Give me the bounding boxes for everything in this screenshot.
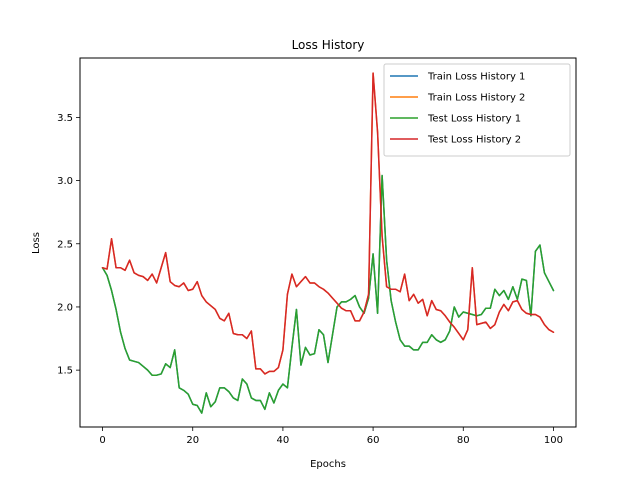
legend: Train Loss History 1 Train Loss History 2… bbox=[383, 63, 571, 157]
y-tick-label: 3.0 bbox=[57, 176, 73, 187]
x-tick-label: 80 bbox=[457, 435, 470, 446]
x-axis: 0 20 40 60 80 100 bbox=[99, 427, 563, 446]
x-tick-label: 60 bbox=[367, 435, 380, 446]
y-axis: 1.5 2.0 2.5 3.0 3.5 bbox=[57, 113, 80, 377]
x-tick-label: 100 bbox=[544, 435, 563, 446]
x-axis-label: Epochs bbox=[310, 459, 346, 470]
legend-entry: Test Loss History 1 bbox=[427, 114, 521, 125]
series-line-4 bbox=[101, 72, 555, 375]
y-tick-label: 3.5 bbox=[57, 113, 73, 124]
x-tick-label: 20 bbox=[186, 435, 199, 446]
chart-title: Loss History bbox=[292, 38, 365, 52]
x-tick-label: 40 bbox=[277, 435, 290, 446]
series-line-3 bbox=[101, 174, 555, 414]
series-layer bbox=[101, 72, 555, 414]
y-tick-label: 1.5 bbox=[57, 366, 73, 377]
y-tick-label: 2.5 bbox=[57, 239, 73, 250]
legend-entry: Train Loss History 1 bbox=[427, 72, 525, 83]
y-axis-label: Loss bbox=[31, 232, 42, 254]
legend-entry: Train Loss History 2 bbox=[427, 93, 525, 104]
y-tick-label: 2.0 bbox=[57, 302, 73, 313]
legend-box bbox=[383, 63, 571, 157]
plot-frame bbox=[79, 57, 577, 428]
x-tick-label: 0 bbox=[99, 435, 105, 446]
legend-entry: Test Loss History 2 bbox=[427, 135, 521, 146]
